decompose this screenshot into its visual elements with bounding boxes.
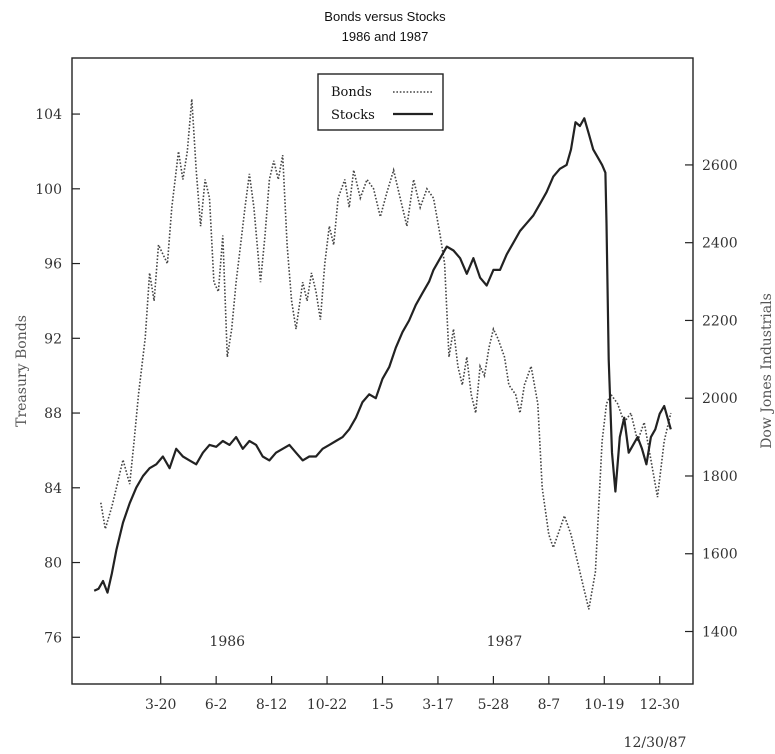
- x-tick-label: 6-2: [205, 697, 228, 713]
- chart-title: Bonds versus Stocks: [324, 9, 446, 24]
- x-tick-label: 3-20: [145, 697, 176, 713]
- chart-subtitle: 1986 and 1987: [342, 29, 429, 44]
- year-label-1986: 1986: [209, 634, 245, 650]
- left-tick-label: 92: [44, 331, 62, 347]
- legend-box: [317, 73, 444, 131]
- x-tick-label: 5-28: [478, 697, 509, 713]
- left-tick-label: 100: [35, 182, 62, 198]
- right-tick-label: 2400: [702, 236, 738, 252]
- x-tick-label: 3-17: [422, 697, 453, 713]
- end-date-label: 12/30/87: [624, 735, 687, 751]
- series-line-stocks: [93, 117, 672, 594]
- legend-entry-stocks: Stocks: [331, 108, 375, 123]
- right-tick-label: 2200: [702, 313, 738, 329]
- plot-frame: [71, 57, 694, 685]
- right-axis-label: Dow Jones Industrials: [759, 293, 775, 449]
- right-tick-label: 1400: [702, 625, 738, 641]
- right-tick-label: 2000: [702, 391, 738, 407]
- legend: Bonds Stocks: [317, 73, 444, 131]
- x-tick-label: 10-22: [307, 697, 347, 713]
- series-line-bonds: [100, 99, 672, 610]
- year-label-1987: 1987: [487, 634, 523, 650]
- left-tick-label: 104: [35, 107, 62, 123]
- x-tick-label: 8-7: [538, 697, 561, 713]
- x-tick-label: 1-5: [371, 697, 394, 713]
- x-tick-label: 12-30: [640, 697, 680, 713]
- legend-entry-bonds: Bonds: [331, 85, 372, 100]
- right-axis: 1400 1600 1800 2000 2200 2400 2600: [685, 158, 738, 641]
- x-tick-label: 8-12: [256, 697, 287, 713]
- left-tick-label: 76: [44, 630, 62, 646]
- left-axis-label: Treasury Bonds: [14, 315, 30, 427]
- left-tick-label: 80: [44, 556, 62, 572]
- right-tick-label: 2600: [702, 158, 738, 174]
- right-tick-label: 1800: [702, 469, 738, 485]
- x-tick-label: 10-19: [584, 697, 624, 713]
- left-tick-label: 84: [44, 481, 62, 497]
- left-tick-label: 88: [44, 406, 62, 422]
- left-axis: 76 80 84 88 92 96 100 104: [35, 107, 80, 646]
- x-axis: 3-20 6-2 8-12 10-22 1-5 3-17 5-28 8-7 10-19 12-30: [145, 676, 680, 713]
- left-tick-label: 96: [44, 257, 62, 273]
- right-tick-label: 1600: [702, 547, 738, 563]
